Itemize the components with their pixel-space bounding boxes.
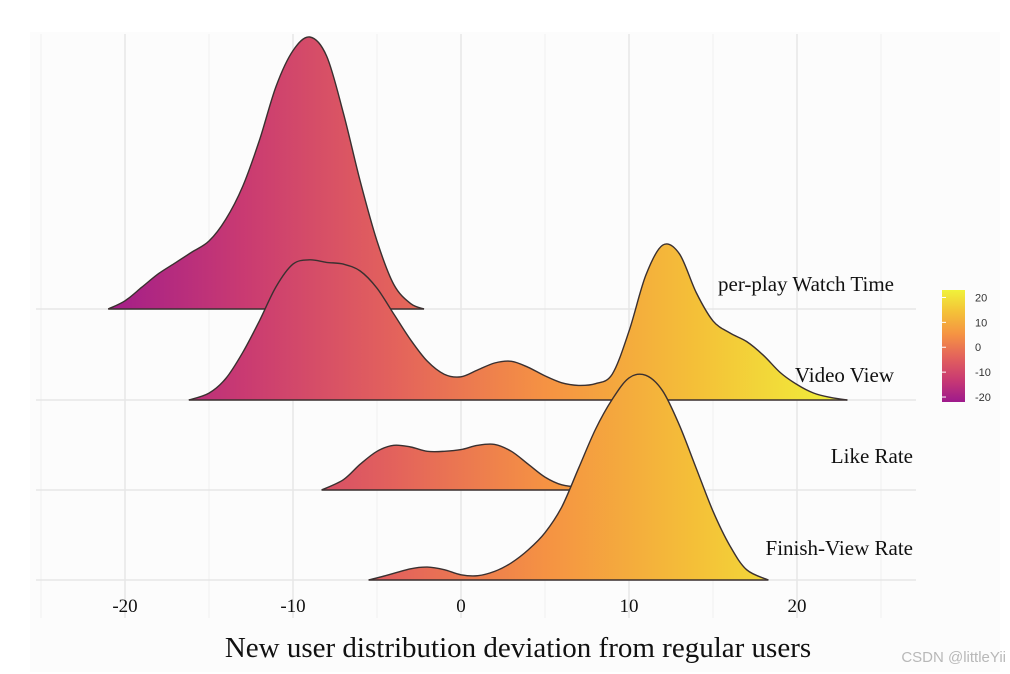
legend-tick-label: 0	[975, 342, 981, 354]
series-label-finish-view-rate: Finish-View Rate	[766, 536, 913, 560]
ridge-outline	[368, 373, 769, 581]
color-legend-ticks: 20 10 0 -10 -20	[942, 292, 991, 404]
watermark: CSDN @littleYii	[901, 649, 1006, 666]
ridge-like-rate	[321, 443, 593, 491]
legend-tick-label: -20	[975, 392, 991, 404]
x-tick-label: 20	[788, 596, 807, 617]
ridge-outline	[107, 36, 425, 310]
x-axis-label: New user distribution deviation from reg…	[225, 632, 811, 664]
x-tick-label: 10	[620, 596, 639, 617]
color-legend: 20 10 0 -10 -20	[942, 290, 991, 404]
ridges	[107, 36, 848, 581]
ridge-area	[368, 374, 769, 580]
ridge-outline	[188, 243, 848, 401]
legend-tick-label: 10	[975, 317, 987, 329]
ridge-outline	[321, 443, 593, 491]
series-label-video-view: Video View	[795, 363, 895, 387]
color-legend-bar	[942, 290, 965, 402]
vertical-gridlines	[40, 34, 882, 618]
x-axis-ticks: -20 -10 0 10 20	[112, 596, 806, 617]
ridge-area	[321, 443, 592, 490]
legend-tick-label: -10	[975, 367, 991, 379]
series-label-like-rate: Like Rate	[831, 444, 913, 468]
ridge-area	[108, 36, 424, 310]
x-tick-label: 0	[456, 596, 466, 617]
legend-tick-label: 20	[975, 292, 987, 304]
ridge-video-view	[188, 243, 848, 401]
series-label-watch-time: per-play Watch Time	[718, 272, 894, 296]
ridge-area	[188, 243, 848, 400]
ridge-finish-view-rate	[368, 373, 769, 581]
x-tick-label: -20	[112, 596, 137, 617]
x-tick-label: -10	[280, 596, 305, 617]
